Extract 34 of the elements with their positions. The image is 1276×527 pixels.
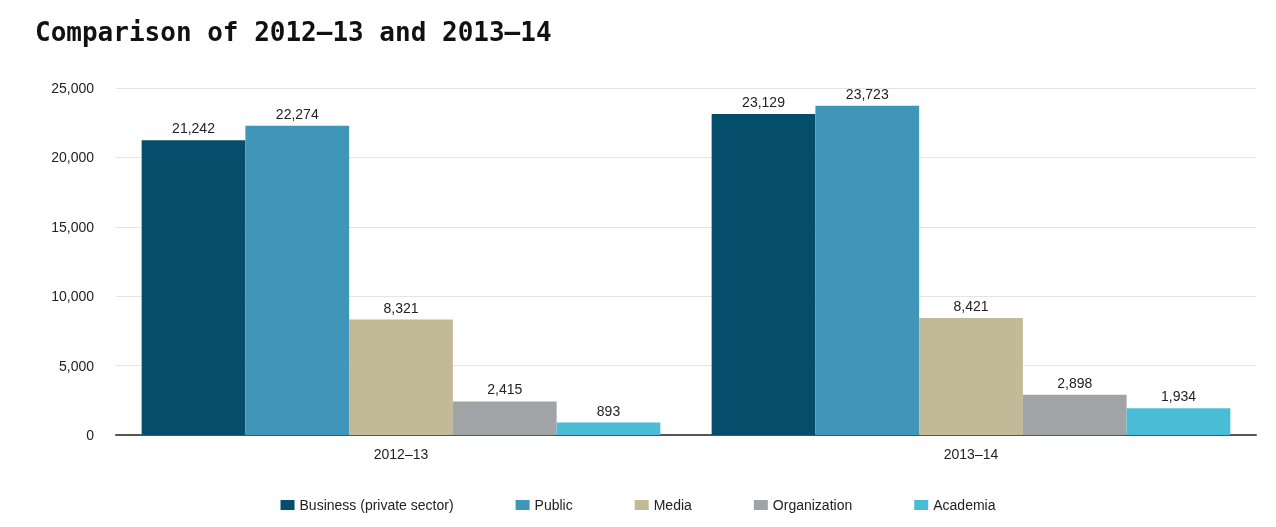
data-label: 23,129	[742, 93, 786, 110]
data-label: 2,898	[1057, 374, 1093, 391]
legend-label: Organization	[772, 497, 853, 513]
bar	[245, 125, 350, 435]
y-tick-label: 5,000	[58, 357, 95, 374]
y-tick-label: 15,000	[51, 218, 95, 235]
bar	[452, 401, 557, 435]
data-label: 2,415	[487, 381, 523, 398]
bar	[1126, 408, 1231, 435]
bar	[141, 140, 246, 435]
bar	[349, 319, 453, 435]
legend-label: Media	[653, 497, 693, 513]
data-label: 22,274	[275, 105, 319, 122]
x-tick-label: 2012–13	[373, 446, 429, 462]
data-label: 1,934	[1160, 388, 1197, 405]
y-tick-label: 25,000	[51, 80, 95, 96]
y-tick-label: 0	[86, 427, 95, 443]
data-label: 8,321	[383, 299, 419, 316]
y-tick-label: 10,000	[51, 288, 95, 305]
x-tick-label: 2013–14	[943, 446, 999, 462]
data-label: 21,242	[172, 120, 216, 137]
bar	[711, 113, 816, 435]
legend-label: Academia	[933, 497, 996, 513]
chart-title: Comparison of 2012–13 and 2013–14	[35, 17, 552, 47]
bar	[919, 318, 1023, 435]
bar	[1022, 394, 1127, 435]
bar	[815, 105, 920, 435]
y-tick-label: 20,000	[51, 149, 95, 166]
data-label: 23,723	[845, 85, 889, 102]
bar	[556, 422, 661, 435]
data-label: 8,421	[953, 298, 989, 315]
legend-label: Business (private sector)	[299, 497, 454, 513]
data-label: 893	[596, 402, 621, 419]
legend-label: Public	[534, 497, 573, 513]
